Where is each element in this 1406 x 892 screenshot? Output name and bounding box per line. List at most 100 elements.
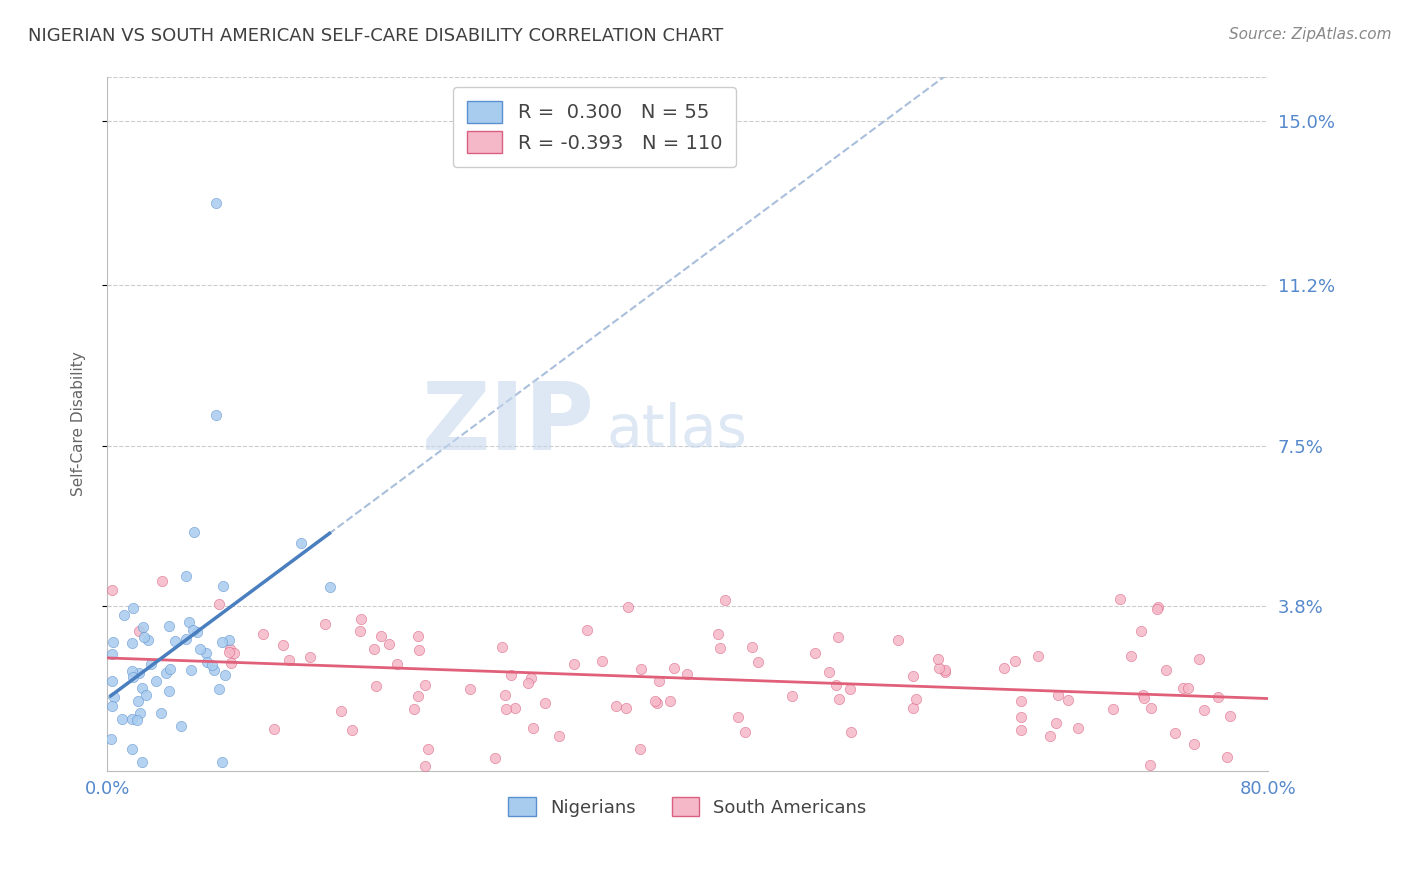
Point xyxy=(934,663,956,677)
Point xyxy=(605,699,627,714)
Point xyxy=(385,657,408,672)
Point xyxy=(112,607,135,622)
Point xyxy=(648,673,671,688)
Point xyxy=(575,623,598,637)
Point xyxy=(415,678,437,692)
Point xyxy=(290,535,312,549)
Point xyxy=(205,409,228,423)
Point xyxy=(533,696,555,710)
Point xyxy=(993,661,1015,675)
Point xyxy=(202,663,225,677)
Point xyxy=(825,678,848,692)
Point xyxy=(201,657,224,672)
Point xyxy=(377,637,399,651)
Point xyxy=(278,652,301,666)
Point xyxy=(218,632,240,647)
Point xyxy=(406,690,429,704)
Point xyxy=(139,657,162,671)
Point xyxy=(252,627,274,641)
Point xyxy=(1177,681,1199,696)
Point xyxy=(1171,681,1194,695)
Point xyxy=(662,661,685,675)
Point xyxy=(839,682,862,697)
Point xyxy=(271,638,294,652)
Point xyxy=(211,635,233,649)
Point xyxy=(350,612,373,626)
Point xyxy=(416,742,439,756)
Point xyxy=(128,624,150,639)
Point xyxy=(330,704,353,718)
Point xyxy=(1056,693,1078,707)
Point xyxy=(494,688,516,702)
Point xyxy=(318,580,340,594)
Point xyxy=(499,667,522,681)
Point xyxy=(180,663,202,677)
Point xyxy=(1219,708,1241,723)
Point xyxy=(157,619,180,633)
Point xyxy=(111,712,134,726)
Point xyxy=(406,629,429,643)
Point xyxy=(1067,721,1090,735)
Point xyxy=(827,692,849,706)
Point xyxy=(495,702,517,716)
Point xyxy=(548,730,571,744)
Point xyxy=(222,646,245,660)
Point xyxy=(127,694,149,708)
Point xyxy=(928,660,950,674)
Point xyxy=(195,647,218,661)
Point xyxy=(170,719,193,733)
Point xyxy=(129,706,152,721)
Point xyxy=(179,615,201,629)
Point xyxy=(121,742,143,756)
Point xyxy=(505,700,527,714)
Point xyxy=(408,643,430,657)
Point xyxy=(415,759,437,773)
Point xyxy=(122,670,145,684)
Point xyxy=(101,673,124,688)
Point xyxy=(458,681,481,696)
Point xyxy=(628,742,651,756)
Point xyxy=(128,666,150,681)
Point xyxy=(706,627,728,641)
Point xyxy=(155,665,177,680)
Point xyxy=(804,646,827,660)
Point xyxy=(101,583,124,598)
Point xyxy=(1010,694,1032,708)
Point xyxy=(132,620,155,634)
Point xyxy=(121,664,143,678)
Point xyxy=(827,630,849,644)
Point xyxy=(714,593,737,607)
Point xyxy=(1188,651,1211,665)
Point xyxy=(709,640,731,655)
Point xyxy=(342,723,364,738)
Point xyxy=(519,671,541,685)
Point xyxy=(131,755,153,769)
Point xyxy=(1045,716,1067,731)
Point xyxy=(101,699,124,714)
Point xyxy=(1147,599,1170,614)
Point xyxy=(101,647,124,661)
Point xyxy=(658,694,681,708)
Point xyxy=(591,654,613,668)
Point xyxy=(887,632,910,647)
Point xyxy=(734,724,756,739)
Point xyxy=(817,665,839,679)
Text: NIGERIAN VS SOUTH AMERICAN SELF-CARE DISABILITY CORRELATION CHART: NIGERIAN VS SOUTH AMERICAN SELF-CARE DIS… xyxy=(28,27,723,45)
Point xyxy=(1010,723,1032,737)
Point xyxy=(174,632,197,646)
Point xyxy=(780,689,803,703)
Point xyxy=(205,196,228,211)
Point xyxy=(1146,602,1168,616)
Point xyxy=(183,525,205,540)
Point xyxy=(125,713,148,727)
Point xyxy=(517,675,540,690)
Point xyxy=(614,701,637,715)
Point xyxy=(263,723,285,737)
Point xyxy=(349,624,371,638)
Point xyxy=(121,713,143,727)
Point xyxy=(1139,757,1161,772)
Point xyxy=(181,623,204,637)
Point xyxy=(208,682,231,697)
Point xyxy=(218,642,240,657)
Point xyxy=(103,690,125,705)
